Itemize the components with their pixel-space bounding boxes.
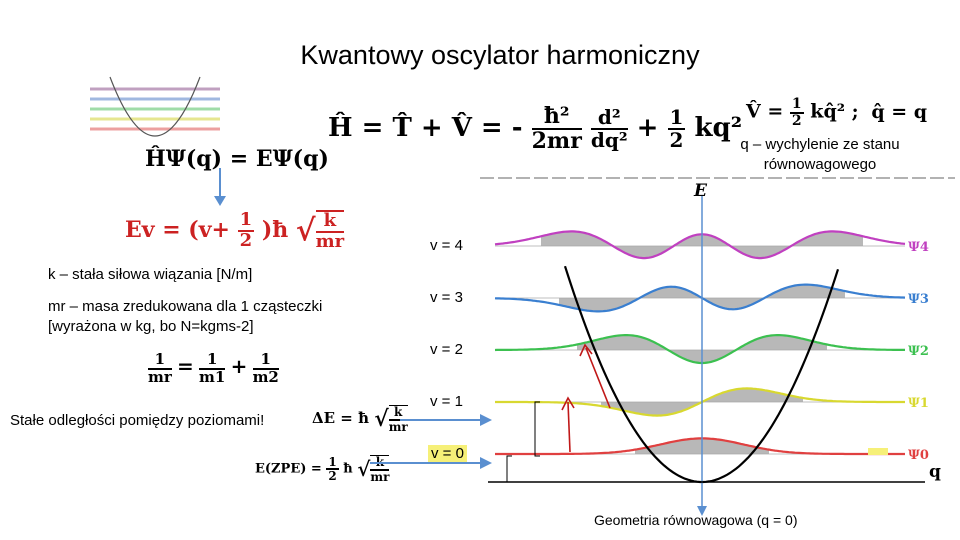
potential-lhs: V̂ = xyxy=(746,100,784,123)
psi-curve xyxy=(494,334,905,365)
energy-half-numerator: 1 xyxy=(237,209,255,232)
down-arrow-icon xyxy=(214,168,226,206)
hamiltonian-lhs: Ĥ = T̂ + V̂ = - xyxy=(328,113,523,144)
delta-e-equation: ΔE = ħ √ k mr xyxy=(312,405,408,433)
energy-lhs: Ev = (v+ xyxy=(125,216,230,243)
potential-op-denominator: 2 xyxy=(791,112,802,129)
transition-arrow-2 xyxy=(585,347,611,409)
delta-e-lhs: ΔE = ħ xyxy=(312,409,369,428)
schrodinger-equation: ĤΨ(q) = EΨ(q) xyxy=(145,146,329,172)
level-label-2: v = 2 xyxy=(430,341,463,358)
spacing-note: Stałe odległości pomiędzy poziomami! xyxy=(10,412,265,429)
q-axis-label: q xyxy=(929,462,941,482)
delta-e-sqrt-icon: √ xyxy=(374,406,389,433)
potential-term: kq² xyxy=(694,113,743,144)
zpe-sqrt-denominator: mr xyxy=(370,469,390,484)
transition-arrow-1 xyxy=(567,401,571,453)
wavefunction-levels: Ψ4 Ψ3 Ψ2 Ψ1 Ψ0 xyxy=(494,230,929,463)
q-equality: q̂ = q xyxy=(871,100,928,123)
psi-label: Ψ4 xyxy=(908,240,929,255)
delta-e-sqrt-numerator: k xyxy=(388,406,408,421)
psi-curve xyxy=(495,387,905,417)
zpe-arrow-head-icon xyxy=(480,457,492,469)
potential-op-numerator: 1 xyxy=(789,96,804,114)
rm-lhs-denominator: mr xyxy=(148,367,172,386)
psi-label: Ψ3 xyxy=(908,292,929,307)
q-description: q – wychylenie ze stanu równowagowego xyxy=(740,136,900,173)
reduced-mass-units: [wyrażona w kg, bo N=kgms-2] xyxy=(48,318,254,335)
psi-curve xyxy=(495,437,905,456)
psi-label: Ψ0 xyxy=(908,448,929,463)
pointer-arrows xyxy=(370,414,492,469)
oscillator-diagram: Ψ4 Ψ3 Ψ2 Ψ1 Ψ0 E q xyxy=(480,177,955,516)
level-label-1: v = 1 xyxy=(430,393,463,410)
potential-op-term: kq̂² ; xyxy=(810,100,859,123)
rm-a-denominator: m1 xyxy=(199,367,226,386)
force-constant-definition: k – stała siłowa wiązania [N/m] xyxy=(48,266,253,283)
delta-e-sqrt-denominator: mr xyxy=(388,419,408,434)
level-label-0: v = 0 xyxy=(428,445,467,462)
equilibrium-caption: Geometria równowagowa (q = 0) xyxy=(594,512,798,528)
delta-e-arrow-head-icon xyxy=(480,414,492,426)
energy-axis-label: E xyxy=(693,181,708,201)
page-title: Kwantowy oscylator harmoniczny xyxy=(300,40,700,70)
zpe-numerator: 1 xyxy=(326,454,339,471)
potential-denominator: 2 xyxy=(669,128,684,153)
rm-lhs-numerator: 1 xyxy=(148,351,172,370)
hamiltonian-plus: + xyxy=(636,113,659,144)
zpe-denominator: 2 xyxy=(328,469,337,484)
psi-label: Ψ1 xyxy=(908,396,929,411)
reduced-mass-definition: mr – masa zredukowana dla 1 cząsteczki xyxy=(48,298,323,315)
operator-numerator: d² xyxy=(590,107,628,131)
potential-numerator: 1 xyxy=(667,105,686,131)
transition-arrow-1-head-icon xyxy=(561,396,575,411)
potential-thumbnail-icon xyxy=(85,75,225,145)
zpe-bracket xyxy=(506,455,512,483)
highlight-mark xyxy=(868,448,888,455)
zpe-hbar: ħ xyxy=(343,461,353,477)
operator-denominator: dq² xyxy=(590,128,628,153)
level-label-3: v = 3 xyxy=(430,289,463,306)
level-label-4: v = 4 xyxy=(430,237,463,254)
rm-b-numerator: 1 xyxy=(252,351,279,370)
psi-curve xyxy=(494,230,906,260)
psi-curve xyxy=(494,283,906,313)
energy-half-denominator: 2 xyxy=(239,229,253,251)
kinetic-denominator: 2mr xyxy=(531,128,582,155)
transition-arrow-2-head-icon xyxy=(579,343,593,357)
zpe-lhs: E(ZPE) = xyxy=(255,461,322,477)
kinetic-numerator: ħ² xyxy=(531,104,582,131)
energy-hbar: )ħ xyxy=(261,216,289,243)
energy-sqrt-numerator: k xyxy=(315,211,345,233)
reduced-mass-equation: 1 mr = 1 m1 + 1 m2 xyxy=(148,351,279,386)
psi-label: Ψ2 xyxy=(908,344,929,359)
equilibrium-arrow-icon xyxy=(697,506,707,516)
rm-equals: = xyxy=(177,353,194,378)
psi-shading xyxy=(577,335,827,363)
zpe-sqrt-icon: √ xyxy=(357,457,371,482)
sqrt-icon: √ xyxy=(295,213,316,249)
rm-plus: + xyxy=(230,353,248,378)
zpe-equation: E(ZPE) = 12 ħ √kmr xyxy=(255,454,390,484)
rm-a-numerator: 1 xyxy=(199,351,226,370)
rm-b-denominator: m2 xyxy=(252,367,279,386)
delta-e-bracket xyxy=(534,401,540,457)
energy-sqrt-denominator: mr xyxy=(315,230,345,252)
